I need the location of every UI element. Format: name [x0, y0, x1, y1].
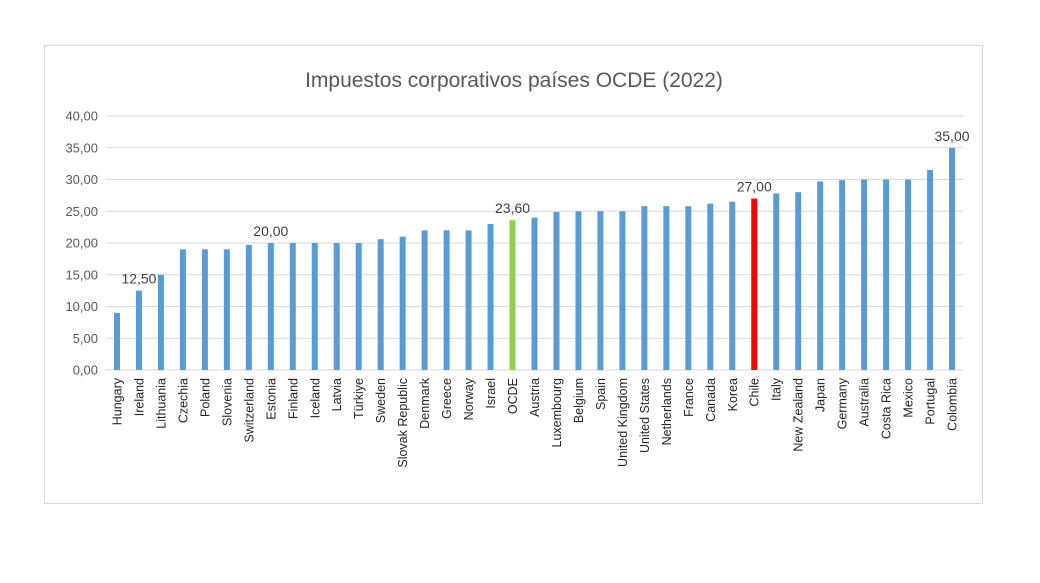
bar [619, 211, 626, 370]
y-tick-label: 40,00 [65, 109, 98, 124]
bar [223, 249, 230, 370]
x-axis-category-labels: Hungary Ireland Lithuania Czechia Poland Slov… [110, 377, 959, 467]
category-label: Israel [484, 378, 498, 409]
category-label: Belgium [572, 378, 586, 423]
bar [377, 239, 384, 370]
bar [443, 230, 450, 370]
bar [663, 206, 670, 370]
bar [575, 211, 582, 370]
bar [355, 243, 362, 370]
data-labels: 12,50 20,00 23,60 27,00 35,00 [121, 128, 969, 287]
category-label: Italy [770, 377, 784, 401]
category-label: Poland [198, 378, 212, 417]
bar [641, 206, 648, 370]
category-label: Finland [286, 378, 300, 419]
bars [113, 147, 956, 370]
bar [949, 147, 956, 370]
y-tick-label: 10,00 [65, 299, 98, 314]
bar [751, 198, 758, 370]
category-label: Slovenia [220, 378, 234, 426]
category-label: Austria [528, 378, 542, 417]
bar [531, 217, 538, 370]
y-tick-label: 5,00 [73, 331, 98, 346]
category-label: United Kingdom [616, 378, 630, 467]
category-label: Denmark [418, 377, 432, 428]
bar [311, 243, 318, 370]
bar [201, 249, 208, 370]
bar [465, 230, 472, 370]
bar [905, 179, 912, 370]
category-label: Spain [594, 378, 608, 410]
data-label: 27,00 [737, 179, 772, 195]
bar [487, 223, 494, 370]
category-label: Greece [440, 378, 454, 419]
chart-title: Impuestos corporativos países OCDE (2022… [305, 69, 723, 92]
y-tick-label: 15,00 [65, 267, 98, 282]
category-label: Sweden [374, 378, 388, 423]
category-label: Ireland [132, 378, 146, 416]
bar [179, 249, 186, 370]
category-label: Latvia [330, 378, 344, 411]
category-label: United States [638, 378, 652, 453]
category-label: Mexico [902, 378, 916, 418]
bar [729, 201, 736, 370]
category-label: Türkiye [352, 378, 366, 419]
category-label: New Zealand [792, 378, 806, 452]
category-label: Colombia [946, 378, 960, 431]
bar [289, 243, 296, 370]
category-label: Iceland [308, 378, 322, 418]
category-label: Chile [748, 378, 762, 407]
bar [157, 274, 164, 370]
category-label: Norway [462, 377, 476, 420]
bar [113, 312, 120, 370]
category-label: OCDE [506, 378, 520, 414]
bar [773, 193, 780, 370]
bar [135, 290, 142, 370]
data-label: 20,00 [253, 223, 288, 239]
bar [553, 211, 560, 370]
y-tick-label: 20,00 [65, 236, 98, 251]
chart-area: Impuestos corporativos países OCDE (2022… [44, 45, 983, 504]
y-tick-label: 35,00 [65, 140, 98, 155]
category-label: Netherlands [660, 378, 674, 445]
bar [267, 243, 274, 370]
y-axis-tick-labels: 0,00 5,00 10,00 15,00 20,00 25,00 30,00 35,00 40… [65, 109, 98, 378]
category-label: Costa Rica [880, 378, 894, 439]
category-label: Slovak Republic [396, 378, 410, 468]
category-label: Japan [814, 378, 828, 412]
category-label: Australia [858, 378, 872, 427]
category-label: Germany [836, 377, 850, 429]
category-label: Canada [704, 378, 718, 422]
bar-chart: Impuestos corporativos países OCDE (2022… [65, 69, 969, 468]
category-label: Luxembourg [550, 378, 564, 448]
bar [421, 230, 428, 370]
category-label: Lithuania [154, 378, 168, 429]
bar [333, 243, 340, 370]
y-tick-label: 25,00 [65, 204, 98, 219]
bar [509, 220, 516, 370]
bar [861, 179, 868, 370]
category-label: Estonia [264, 378, 278, 420]
bar [927, 169, 934, 370]
category-label: Czechia [176, 378, 190, 423]
data-label: 23,60 [495, 200, 530, 216]
bar [685, 206, 692, 370]
bar [839, 180, 846, 370]
bar [883, 179, 890, 370]
bar [817, 181, 824, 370]
bar [245, 244, 252, 370]
bar [707, 203, 714, 370]
y-tick-label: 0,00 [73, 363, 98, 378]
category-label: Korea [726, 378, 740, 411]
category-label: Hungary [110, 377, 124, 425]
data-label: 35,00 [934, 128, 969, 144]
data-label: 12,50 [121, 271, 156, 287]
category-label: France [682, 378, 696, 417]
y-tick-label: 30,00 [65, 172, 98, 187]
bar [795, 192, 802, 370]
bar [399, 236, 406, 370]
bar [597, 211, 604, 370]
category-label: Switzerland [242, 378, 256, 443]
category-label: Portugal [924, 378, 938, 425]
